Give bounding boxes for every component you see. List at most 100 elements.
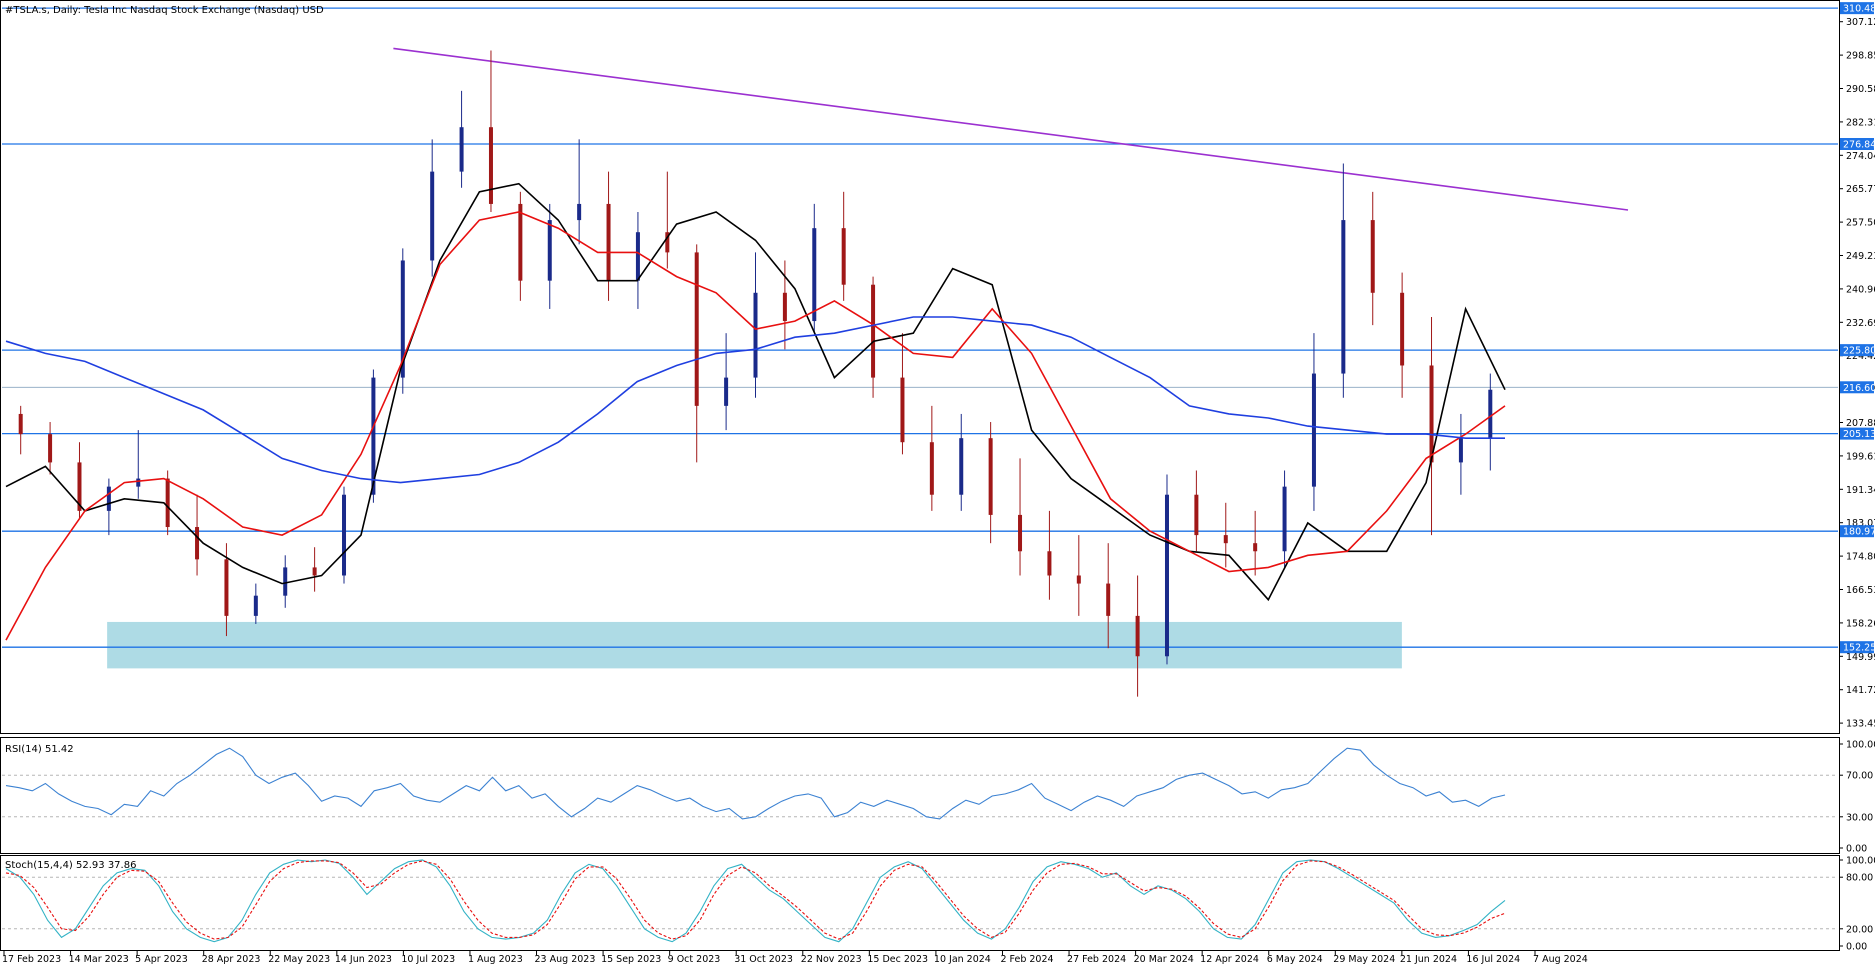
candle-body	[1311, 373, 1316, 487]
price-tag-bg	[1840, 137, 1874, 150]
date-tick-label: 2 Feb 2024	[1000, 954, 1053, 965]
price-tag: 205.13	[1840, 427, 1875, 440]
date-tick-label: 21 Jun 2024	[1400, 954, 1457, 965]
main-plot-area	[2, 7, 1838, 697]
indicator-tick-label: 20.00	[1846, 924, 1873, 935]
trendline	[393, 47, 1629, 211]
candle-body	[195, 527, 200, 560]
price-tag: 276.84	[1840, 137, 1875, 150]
price-tick-label: 240.96	[1846, 284, 1875, 295]
indicator-tick-label: 100.00	[1846, 740, 1875, 751]
date-tick-label: 15 Sep 2023	[601, 954, 661, 965]
candle-body	[1282, 486, 1287, 552]
candle-body	[1400, 292, 1405, 366]
candle-body	[1076, 575, 1081, 584]
candle-body	[1341, 220, 1346, 374]
price-tag: 216.60	[1840, 381, 1875, 394]
candle-body	[547, 220, 552, 281]
indicator-tick-label: 0.00	[1846, 942, 1867, 953]
date-tick-label: 10 Jul 2023	[401, 954, 455, 965]
price-tag-label: 225.80	[1843, 346, 1875, 357]
candle-body	[606, 203, 611, 281]
stoch-plot-area: 100.00 80.00 20.00 0.00	[2, 856, 1875, 953]
price-tick-label: 149.99	[1846, 652, 1875, 663]
date-tick-label: 16 Jul 2024	[1466, 954, 1520, 965]
price-tag-bg	[1840, 525, 1874, 538]
candle-body	[283, 567, 288, 596]
candle-body	[1253, 543, 1258, 552]
date-tick-label: 14 Mar 2023	[69, 954, 129, 965]
price-tick-label: 265.77	[1846, 184, 1875, 195]
price-tick-label: 158.26	[1846, 618, 1875, 629]
rsi-pane-frame	[0, 737, 1840, 854]
candle-body	[1164, 494, 1169, 657]
date-tick-label: 28 Apr 2023	[202, 954, 261, 965]
candle-body	[782, 292, 787, 322]
chart-title: #TSLA.s, Daily: Tesla Inc Nasdaq Stock E…	[5, 5, 324, 16]
candle-body	[1194, 494, 1199, 536]
indicator-tick-label: 30.00	[1846, 812, 1873, 823]
date-tick-label: 15 Dec 2023	[867, 954, 928, 965]
date-tick-label: 17 Feb 2023	[2, 954, 61, 965]
candle-body	[577, 203, 582, 221]
candle-body	[18, 413, 23, 435]
price-tag-bg	[1840, 427, 1874, 440]
price-tick-label: 232.69	[1846, 318, 1875, 329]
date-tick-label: 5 Apr 2023	[135, 954, 188, 965]
stoch-main-line	[5, 859, 1506, 943]
price-tag: 180.97	[1840, 525, 1875, 538]
candle-body	[959, 438, 964, 495]
price-tag-label: 152.25	[1843, 643, 1875, 654]
date-tick-label: 12 Apr 2024	[1200, 954, 1259, 965]
candle-body	[342, 494, 347, 576]
price-tick-label: 199.61	[1846, 451, 1875, 462]
price-tick-label: 274.04	[1846, 151, 1875, 162]
date-tick-label: 10 Jan 2024	[934, 954, 991, 965]
price-tick-label: 191.34	[1846, 485, 1875, 496]
date-tick-label: 27 Feb 2024	[1067, 954, 1126, 965]
candle-body	[694, 252, 699, 406]
date-tick-label: 20 Mar 2024	[1134, 954, 1194, 965]
date-tick-label: 23 Aug 2023	[535, 954, 596, 965]
candle-body	[1106, 583, 1111, 616]
candle-body	[136, 478, 141, 487]
candle-body	[635, 232, 640, 281]
rsi-line	[5, 747, 1506, 820]
candle-body	[77, 462, 82, 511]
date-tick-label: 6 May 2024	[1267, 954, 1323, 965]
price-tag-label: 310.48	[1843, 4, 1875, 15]
indicator-tick-label: 70.00	[1846, 771, 1873, 782]
price-tag: 310.48	[1840, 2, 1875, 15]
candle-body	[371, 377, 376, 495]
candle-body	[841, 228, 846, 285]
candle-body	[1135, 615, 1140, 657]
price-tick-label: 133.45	[1846, 719, 1875, 730]
candle-body	[900, 377, 905, 443]
price-tag: 225.80	[1840, 344, 1875, 357]
price-tag-bg	[1840, 381, 1874, 394]
price-tick-label: 290.58	[1846, 84, 1875, 95]
candle-body	[1488, 389, 1493, 439]
candle-body	[1223, 535, 1228, 544]
candle-body	[1047, 551, 1052, 576]
date-tick-label: 22 Nov 2023	[801, 954, 862, 965]
rsi-plot-area: 100.00 70.00 30.00 0.00	[2, 740, 1875, 855]
date-tick-label: 22 May 2023	[268, 954, 330, 965]
price-tag-bg	[1840, 641, 1874, 654]
price-tag: 152.25	[1840, 641, 1875, 654]
price-tick-label: 257.50	[1846, 218, 1875, 229]
candle-body	[312, 567, 317, 576]
indicator-tick-label: 100.00	[1846, 856, 1875, 867]
candle-body	[929, 442, 934, 495]
candle-body	[224, 559, 229, 616]
moving-average-line	[5, 316, 1505, 484]
price-tag-label: 216.60	[1843, 383, 1875, 394]
indicator-tick-label: 80.00	[1846, 873, 1873, 884]
candle-body	[812, 228, 817, 322]
date-tick-label: 1 Aug 2023	[468, 954, 523, 965]
moving-average-line	[5, 211, 1506, 641]
candle-body	[165, 478, 170, 528]
price-tick-label: 207.88	[1846, 418, 1875, 429]
